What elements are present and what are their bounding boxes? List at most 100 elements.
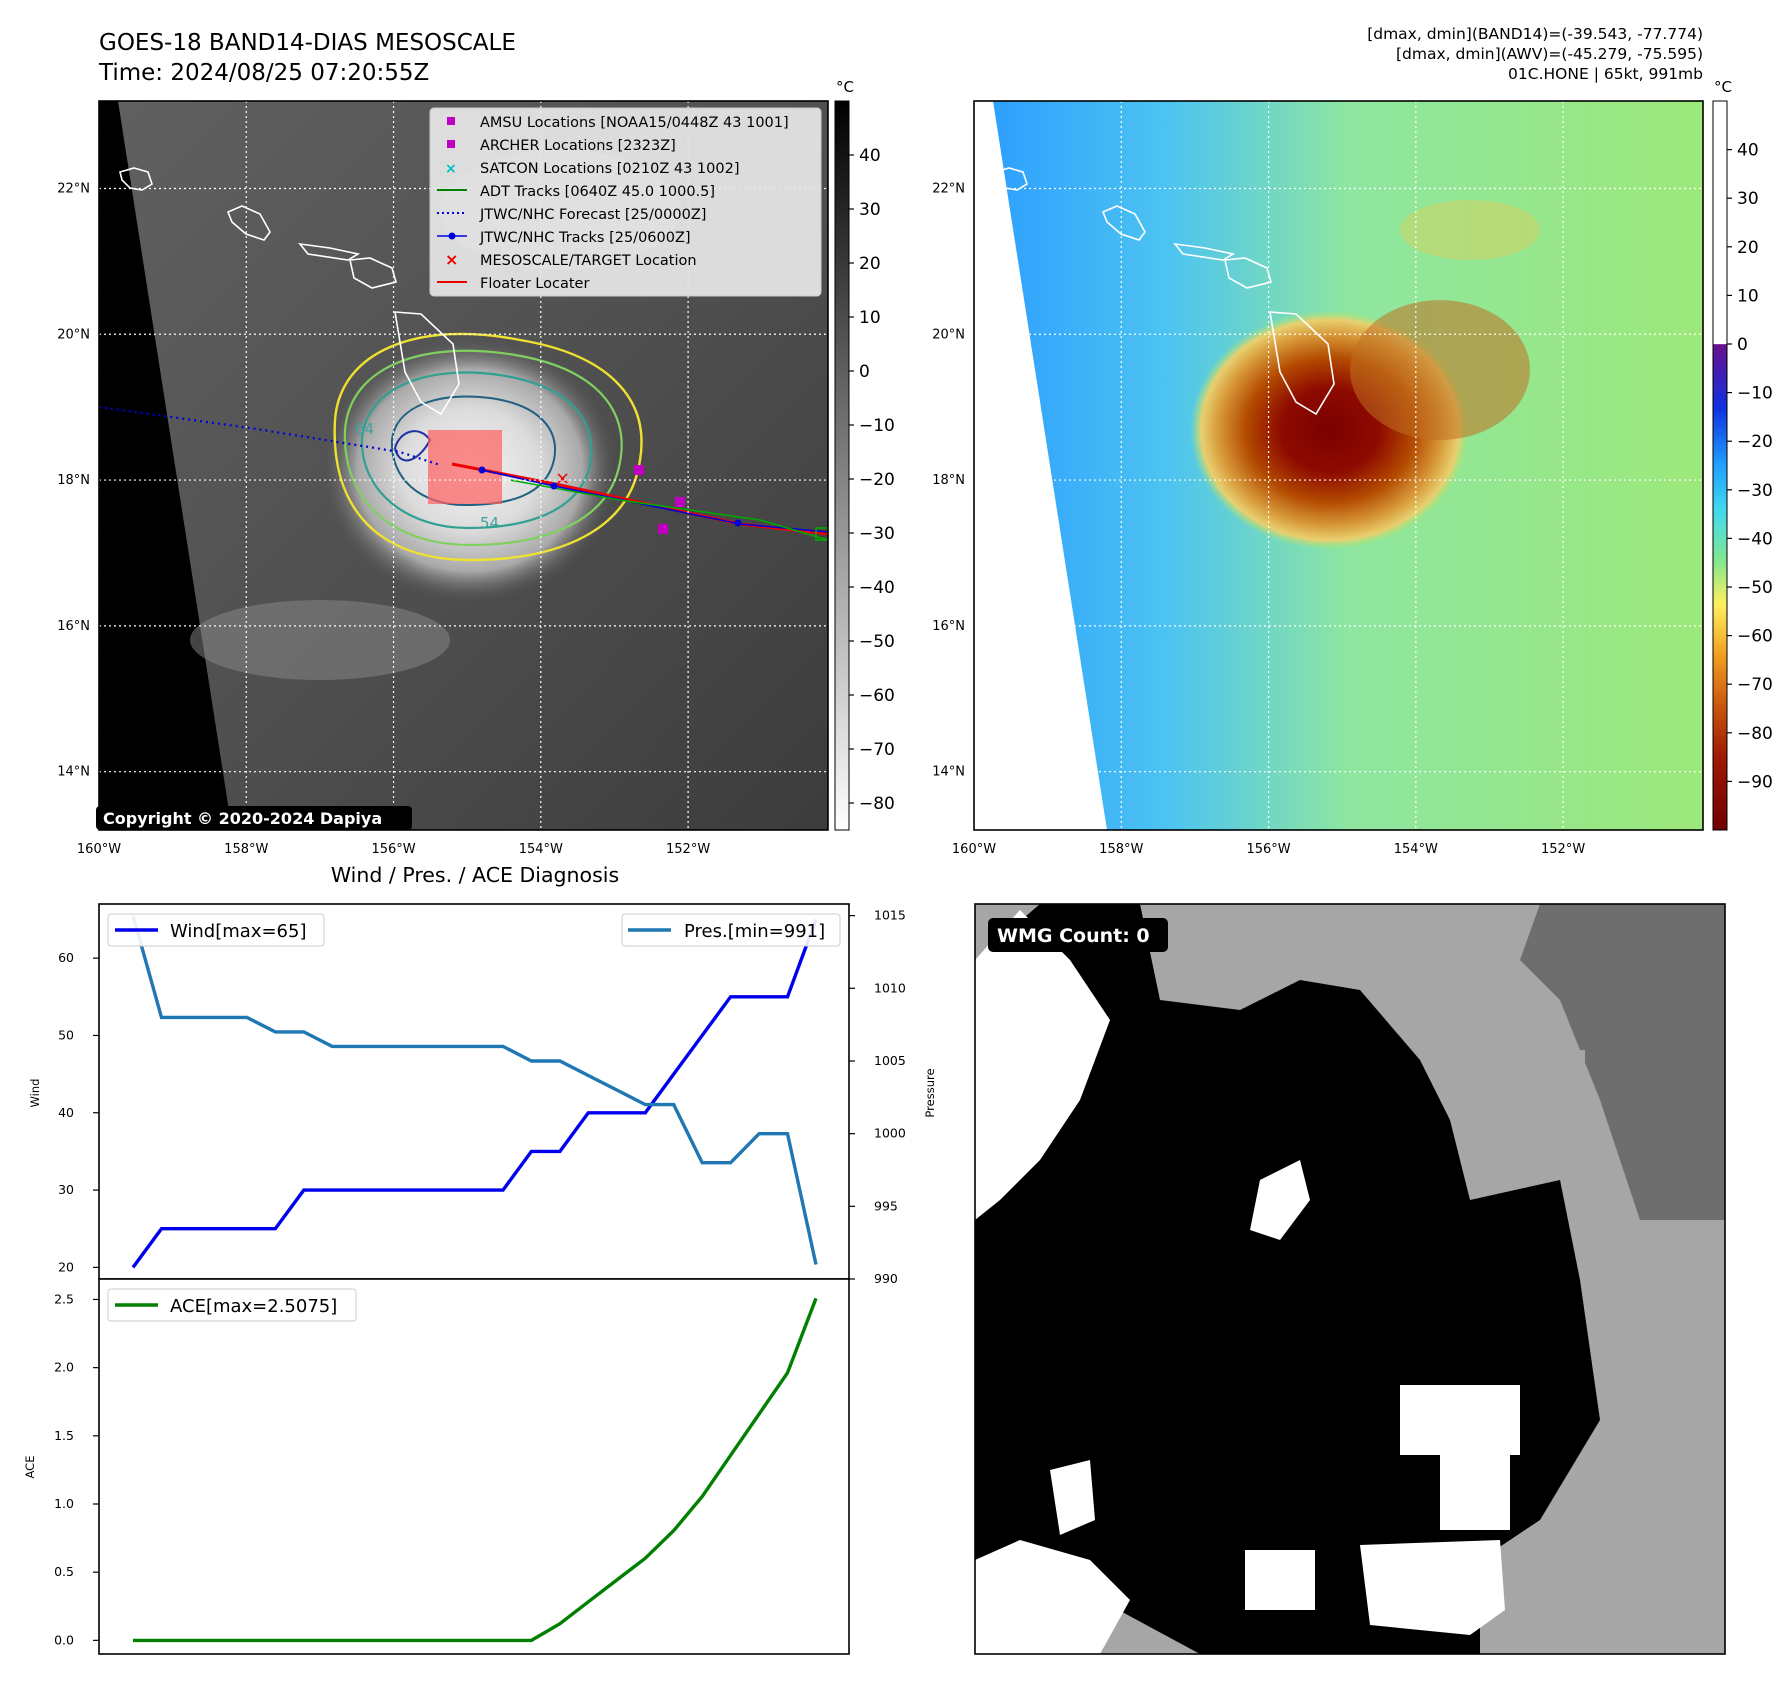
legend-label-floater: Floater Locater: [480, 276, 589, 292]
ir-cbar-tick-label: −80: [859, 794, 895, 814]
color-colorbar-unit: °C: [1714, 78, 1732, 96]
ir-cbar-tick-label: −30: [859, 524, 895, 544]
pressure-y-tick-label: 990: [874, 1271, 898, 1286]
color-lat-ticks: 22°N 20°N 18°N 16°N 14°N: [932, 181, 965, 779]
ir-cbar-tick-label: −70: [859, 740, 895, 760]
color-cbar-tick-label: −70: [1737, 675, 1773, 695]
archer-marker: [658, 524, 668, 534]
color-island-kauai: [994, 167, 1028, 191]
ace-legend-box: [107, 1288, 357, 1322]
ir-lon-ticks: 160°W 158°W 156°W 154°W 152°W: [77, 842, 710, 857]
ace-y-tick-label: 2.0: [54, 1360, 74, 1375]
legend-swatch-archer: [447, 140, 455, 148]
ir-lat-tick-label: 22°N: [57, 181, 90, 196]
wmg-dark-gray-region: [1520, 904, 1725, 1220]
wmg-white-patch-6: [975, 1540, 1130, 1654]
ace-chart: 0.0 0.5 1.0 1.5 2.0 2.5 ACE ACE[max=2.5075]: [23, 1278, 850, 1655]
wind-series-line: [131, 918, 818, 1269]
island-hawaii: [394, 311, 460, 416]
ir-cbar-tick-label: 0: [859, 362, 870, 382]
ace-legend-label: ACE[max=2.5075]: [170, 1296, 337, 1317]
color-lat-tick-label: 22°N: [932, 181, 965, 196]
ace-ylabel: ACE: [23, 1456, 37, 1479]
wmg-white-region-top: [975, 910, 1110, 1220]
color-storm-outer-band: [1350, 300, 1530, 440]
color-cbar-tick-label: 0: [1737, 335, 1748, 355]
color-cbar-tick-label: −30: [1737, 481, 1773, 501]
ir-map-panel: 64 54 × Copyright © 2020-2024 Dapiya: [57, 78, 895, 857]
color-lon-tick-label: 156°W: [1246, 842, 1290, 857]
pressure-y-tick-label: 1005: [874, 1053, 906, 1068]
ir-contour-teal: [360, 371, 593, 530]
island-maui: [349, 257, 397, 289]
ir-lon-tick-label: 152°W: [666, 842, 710, 857]
wind-y-tick-label: 60: [58, 950, 74, 965]
legend-label-forecast: JTWC/NHC Forecast [25/0000Z]: [479, 207, 706, 223]
ace-plot-frame: [98, 1278, 850, 1655]
wmg-gray-patch: [1540, 1050, 1585, 1080]
wmg-white-patch-5: [1050, 1460, 1095, 1535]
ir-cbar-tick-label: −40: [859, 578, 895, 598]
wind-legend-box: [107, 913, 325, 947]
color-cbar-tick-label: 30: [1737, 189, 1759, 209]
color-lon-tick-label: 154°W: [1394, 842, 1438, 857]
map-legend: AMSU Locations [NOAA15/0448Z 43 1001] AR…: [429, 107, 822, 297]
legend-label-satcon: SATCON Locations [0210Z 43 1002]: [480, 161, 739, 177]
ace-series-line: [133, 1297, 818, 1643]
ir-lat-tick-label: 18°N: [57, 473, 90, 488]
legend-box: [429, 107, 822, 297]
track-point-2: [550, 482, 558, 490]
ir-cbar-tick-label: −50: [859, 632, 895, 652]
ir-cbar-tick-label: 30: [859, 200, 881, 220]
wind-pressure-chart: Wind / Pres. / ACE Diagnosis 2030405060 …: [28, 863, 937, 1286]
ir-colorbar-unit: °C: [836, 78, 854, 96]
ir-lat-tick-label: 16°N: [57, 619, 90, 634]
copyright-text: Copyright © 2020-2024 Dapiya: [103, 809, 382, 828]
ace-y-tick-label: 1.0: [54, 1496, 74, 1511]
color-lat-tick-label: 16°N: [932, 619, 965, 634]
color-map-panel: 160°W 158°W 156°W 154°W 152°W 22°N 20°N 18°N 16…: [932, 78, 1773, 857]
color-colorbar: [1712, 100, 1728, 831]
pressure-series-line: [131, 915, 818, 1265]
wmg-panel: WMG Count: 0: [974, 903, 1726, 1655]
info-line1: [dmax, dmin](BAND14)=(-39.543, -77.774): [1367, 25, 1703, 43]
ace-y-tick-label: 0.0: [54, 1632, 74, 1647]
color-cbar-tick-label: −90: [1737, 772, 1773, 792]
pressure-y-tick-label: 1000: [874, 1126, 906, 1141]
ir-lat-tick-label: 20°N: [57, 327, 90, 342]
ir-cbar-tick-label: 40: [859, 146, 881, 166]
wmg-count-label: WMG Count: 0: [997, 925, 1150, 947]
legend-label-adt: ADT Tracks [0640Z 45.0 1000.5]: [480, 184, 715, 200]
wind-y-ticks: 20 30 40 50 60: [58, 950, 99, 1274]
color-cbar-tick-label: −20: [1737, 432, 1773, 452]
color-cbar-tick-label: −50: [1737, 578, 1773, 598]
info-line2: [dmax, dmin](AWV)=(-45.279, -75.595): [1396, 45, 1703, 63]
color-cbar-tick-label: −40: [1737, 529, 1773, 549]
pressure-ylabel: Pressure: [923, 1068, 937, 1117]
color-lon-tick-label: 152°W: [1541, 842, 1585, 857]
color-lon-tick-label: 158°W: [1099, 842, 1143, 857]
ir-cbar-tick-label: 20: [859, 254, 881, 274]
wind-y-tick-label: 30: [58, 1182, 74, 1197]
contour-label-1: 64: [355, 420, 374, 438]
color-island-molokai: [1173, 242, 1236, 261]
archer-marker-2: [675, 497, 685, 507]
wmg-white-patch-3: [1400, 1385, 1520, 1455]
island-kauai: [119, 167, 153, 191]
ace-y-tick-label: 2.5: [54, 1291, 74, 1306]
target-x-marker: ×: [555, 468, 570, 489]
ir-lat-ticks: 22°N 20°N 18°N 16°N 14°N: [57, 181, 90, 779]
legend-label-track: JTWC/NHC Tracks [25/0600Z]: [479, 230, 691, 246]
ir-map-frame: [98, 100, 829, 831]
pressure-legend-label: Pres.[min=991]: [684, 921, 825, 942]
legend-swatch-amsu: [447, 117, 455, 125]
color-island-maui: [1224, 257, 1272, 289]
ace-y-tick-label: 0.5: [54, 1564, 74, 1579]
legend-swatch-satcon: ×: [445, 161, 457, 177]
pressure-y-ticks: 990 995 1000 1005 1010 1015: [849, 908, 906, 1286]
pressure-y-tick-label: 995: [874, 1198, 898, 1213]
color-cbar-tick-label: −10: [1737, 384, 1773, 404]
wind-legend-label: Wind[max=65]: [170, 921, 307, 942]
island-oahu: [226, 205, 271, 241]
